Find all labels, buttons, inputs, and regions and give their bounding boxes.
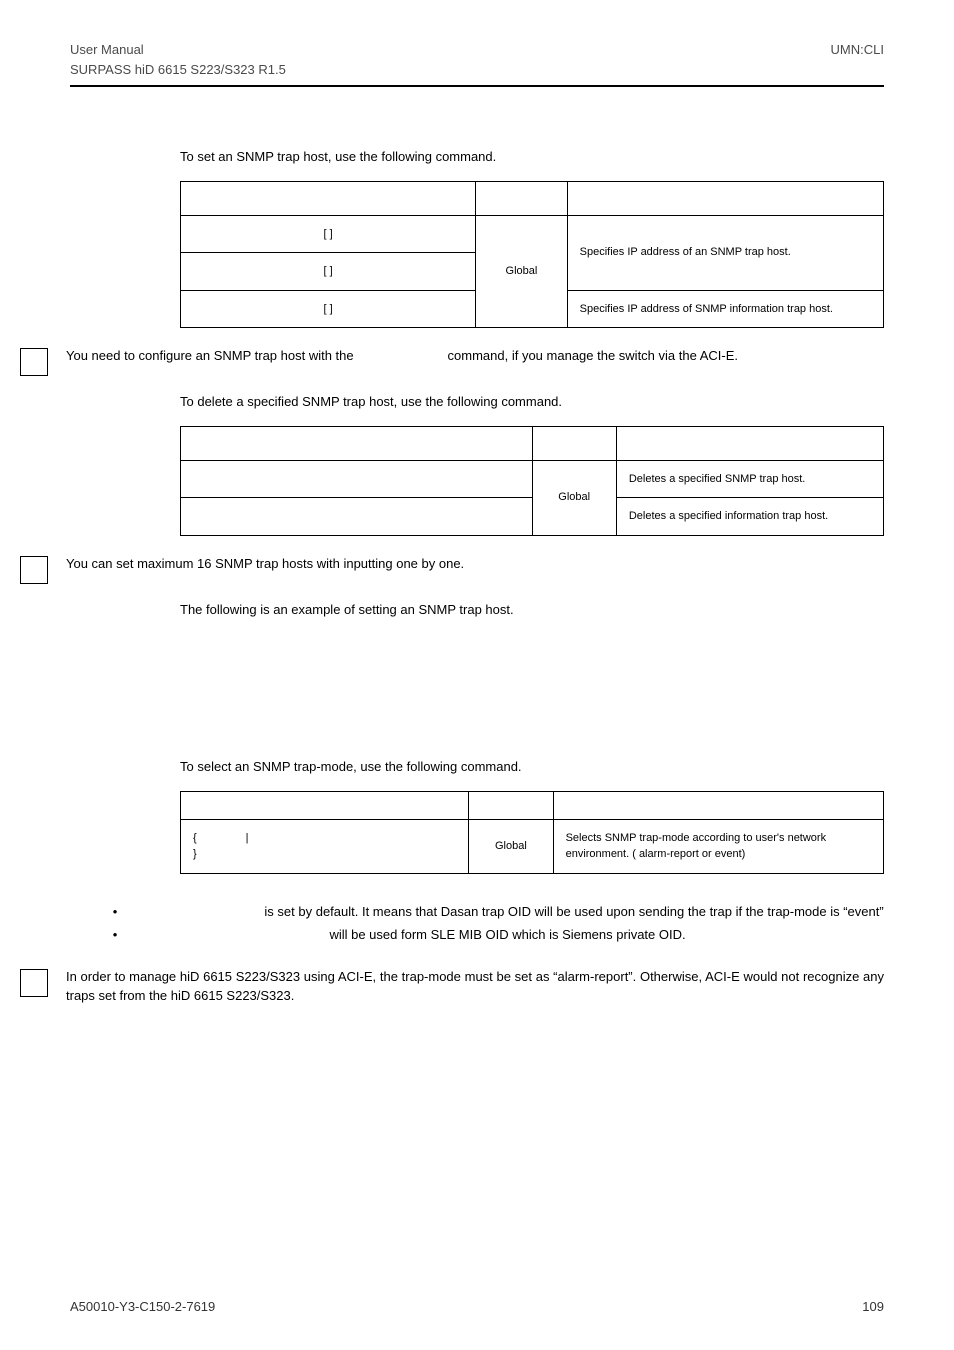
intro-delete-trap-host: To delete a specified SNMP trap host, us… <box>180 392 884 412</box>
cell-mode-header <box>469 791 553 819</box>
cell-command: [ ] <box>181 215 476 253</box>
header-right: UMN:CLI <box>831 40 884 79</box>
cell-desc-header <box>553 791 883 819</box>
cell-desc: Specifies IP address of SNMP information… <box>567 290 883 328</box>
note-text: You need to configure an SNMP trap host … <box>66 346 884 366</box>
cell-command <box>181 498 533 536</box>
bullet-text: will be used form SLE MIB OID which is S… <box>138 925 884 945</box>
cell-desc: Deletes a specified information trap hos… <box>616 498 883 536</box>
table-row <box>181 181 884 215</box>
cell-command-header <box>181 426 533 460</box>
cell-mode: Global <box>469 819 553 873</box>
cell-mode-header <box>532 426 616 460</box>
table-row <box>181 791 884 819</box>
bullet-body: is set by default. It means that Dasan t… <box>264 904 883 919</box>
table-row: Global Deletes a specified SNMP trap hos… <box>181 460 884 498</box>
bullet-body: will be used form SLE MIB OID which is S… <box>329 927 685 942</box>
table-row: { | } Global Selects SNMP trap-mode acco… <box>181 819 884 873</box>
cell-mode: Global <box>532 460 616 535</box>
table-set-trap-host: [ ] Global Specifies IP address of an SN… <box>180 181 884 329</box>
table-trap-mode: { | } Global Selects SNMP trap-mode acco… <box>180 791 884 874</box>
example-spacer <box>180 633 884 743</box>
table-delete-trap-host: Global Deletes a specified SNMP trap hos… <box>180 426 884 536</box>
cell-desc: Specifies IP address of an SNMP trap hos… <box>567 215 883 290</box>
header-left-line1: User Manual <box>70 40 286 60</box>
note-icon <box>20 969 48 997</box>
bullet-item: • is set by default. It means that Dasan… <box>110 902 884 922</box>
bullet-lead <box>138 927 329 942</box>
intro-trap-mode: To select an SNMP trap-mode, use the fol… <box>180 757 884 777</box>
bullet-marker: • <box>110 925 120 945</box>
content: To set an SNMP trap host, use the follow… <box>180 147 884 328</box>
note-configure-trap-host: You need to configure an SNMP trap host … <box>20 346 884 376</box>
cell-mode-header <box>476 181 567 215</box>
cell-command-header <box>181 791 469 819</box>
bullet-item: • will be used form SLE MIB OID which is… <box>110 925 884 945</box>
cell-desc-header <box>616 426 883 460</box>
cell-desc: Selects SNMP trap-mode according to user… <box>553 819 883 873</box>
table-row: [ ] Global Specifies IP address of an SN… <box>181 215 884 253</box>
example-intro: The following is an example of setting a… <box>180 600 884 620</box>
page-header: User Manual SURPASS hiD 6615 S223/S323 R… <box>70 40 884 87</box>
note-body: You need to configure an SNMP trap host … <box>66 348 738 363</box>
note-max-hosts: You can set maximum 16 SNMP trap hosts w… <box>20 554 884 584</box>
page: User Manual SURPASS hiD 6615 S223/S323 R… <box>0 0 954 1350</box>
bullet-marker: • <box>110 902 120 922</box>
bullet-text: is set by default. It means that Dasan t… <box>138 902 884 922</box>
note-alarm-report: In order to manage hiD 6615 S223/S323 us… <box>20 967 884 1006</box>
content-3: The following is an example of setting a… <box>180 600 884 945</box>
page-footer: A50010-Y3-C150-2-7619 109 <box>70 1297 884 1317</box>
cell-command: [ ] <box>181 290 476 328</box>
cell-mode: Global <box>476 215 567 328</box>
content-2: To delete a specified SNMP trap host, us… <box>180 392 884 536</box>
cell-command: [ ] <box>181 253 476 291</box>
intro-set-trap-host: To set an SNMP trap host, use the follow… <box>180 147 884 167</box>
cell-desc: Deletes a specified SNMP trap host. <box>616 460 883 498</box>
table-row <box>181 426 884 460</box>
bullet-lead <box>138 904 264 919</box>
footer-right: 109 <box>862 1297 884 1317</box>
note-icon <box>20 556 48 584</box>
cell-command: { | } <box>181 819 469 873</box>
note-text: You can set maximum 16 SNMP trap hosts w… <box>66 554 884 574</box>
cell-desc-header <box>567 181 883 215</box>
cell-command <box>181 460 533 498</box>
header-left-line2: SURPASS hiD 6615 S223/S323 R1.5 <box>70 60 286 80</box>
note-icon <box>20 348 48 376</box>
note-text: In order to manage hiD 6615 S223/S323 us… <box>66 967 884 1006</box>
cell-command-header <box>181 181 476 215</box>
footer-left: A50010-Y3-C150-2-7619 <box>70 1297 215 1317</box>
header-left: User Manual SURPASS hiD 6615 S223/S323 R… <box>70 40 286 79</box>
